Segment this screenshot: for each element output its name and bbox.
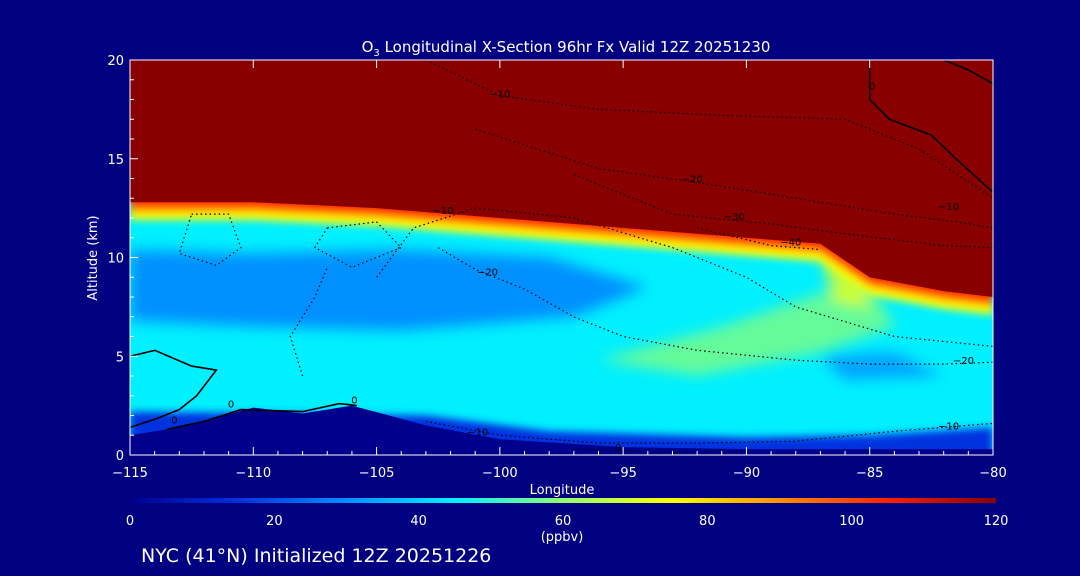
field-stratosphere [130,60,993,297]
colorbar-tick-label: 40 [410,514,427,529]
contour-label: 0 [228,400,234,411]
contour-label: −20 [953,356,974,367]
contour-minus30-strat [573,174,993,249]
colorbar-tick-label: 60 [555,514,572,529]
contour-vertical-loop [289,267,328,377]
contour-minus20-trop [437,247,993,365]
contour-zero-terrain [166,402,357,431]
contour-minus40-strat [696,227,821,251]
chart-title: O3 Longitudinal X-Section 96hr Fx Valid … [362,38,771,59]
x-tick-label: −95 [609,466,636,481]
x-tick-label: −90 [733,466,760,481]
x-tick-label: −115 [112,466,148,481]
contour-minus20-strat [475,128,993,229]
colorbar-tick-label: 0 [126,514,134,529]
contour-label: −20 [477,267,498,278]
terrain [130,405,993,455]
field-fold-green [598,281,895,376]
contour-label: −10 [433,206,454,217]
contour-label: −10 [938,202,959,213]
colorbar-units-label: (ppbv) [541,530,584,545]
contour-zero-east-top [943,60,993,85]
y-axis: 0 5 10 15 20 [107,54,138,464]
contour-label: −10 [489,90,510,101]
x-tick-label: −85 [856,466,883,481]
contour-minus10-trop [376,207,993,347]
y-tick-label: 10 [107,252,124,267]
x-axis: −115 −110 −105 −100 −95 −90 −85 −80 [112,60,1007,481]
contour-label: −40 [780,238,801,249]
plot-area: −10 −20 −30 −40 −10 −20 −10 −20 −10 −10 0 0 0 0 0 [130,60,993,455]
field-upper-troposphere [130,249,648,331]
y-tick-label: 20 [107,54,124,69]
x-axis-label: Longitude [530,483,595,498]
contour-lower-zero [573,448,747,453]
colorbar-tick-label: 100 [839,514,864,529]
contour-loop-west [178,213,242,267]
x-tick-label: −110 [235,466,271,481]
footer-initialized-text: NYC (41°N) Initialized 12Z 20251226 [141,545,491,567]
colorbar-tick-label: 80 [699,514,716,529]
contour-label: 0 [351,396,357,407]
x-tick-label: −80 [979,466,1006,481]
y-axis-label: Altitude (km) [86,215,101,300]
colorbar-tick-label: 120 [984,514,1009,529]
colorbar-gradient [130,498,996,503]
contour-minus10-strat [425,60,993,199]
contour-label: −20 [682,174,703,185]
contour-label: −10 [467,427,488,438]
y-tick-label: 5 [116,350,124,365]
y-tick-label: 15 [107,153,124,168]
contour-label: 0 [869,82,875,93]
x-tick-label: −100 [482,466,518,481]
colorbar-tick-label: 20 [266,514,283,529]
field-upper-troposphere-east [820,352,944,380]
y-tick-label: 0 [116,449,124,464]
contour-zero-east-upper [868,60,993,193]
contour-label: −10 [938,421,959,432]
colorbar: 0 20 40 60 80 100 120 (ppbv) [126,498,1009,545]
contour-label: 0 [615,443,621,454]
contour-zero-west [130,349,218,429]
x-tick-label: −105 [359,466,395,481]
contour-label: 0 [171,415,177,426]
contour-label: −30 [724,212,745,223]
contour-loop-mid [314,221,403,269]
